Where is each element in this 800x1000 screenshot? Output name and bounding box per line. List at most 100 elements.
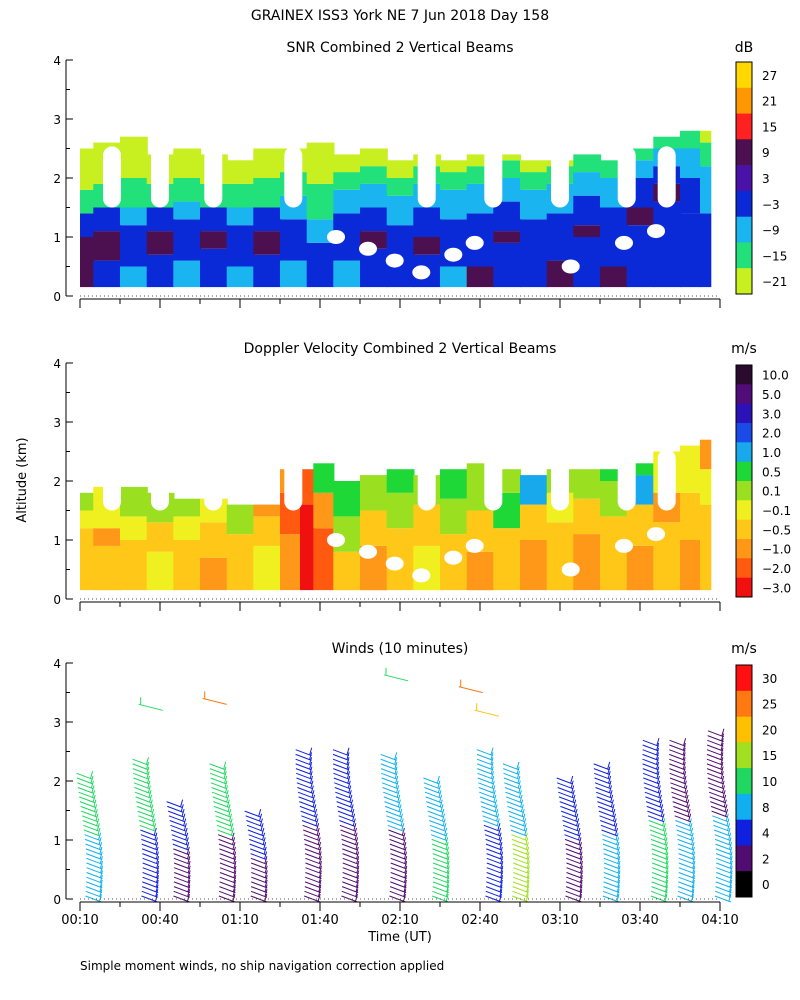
wind-barb: [603, 886, 620, 894]
wind-barb-flag: [403, 893, 406, 902]
wind-barb-flag: [403, 879, 407, 888]
wind-barb: [173, 857, 191, 865]
heatmap-cell: [306, 183, 335, 220]
colorbar-swatch: [736, 461, 752, 482]
wind-barb-flag: [318, 870, 322, 878]
wind-barb-flag: [100, 870, 103, 878]
wind-barb: [432, 876, 450, 884]
wind-barb: [134, 787, 151, 794]
wind-barb: [202, 697, 227, 705]
wind-barb: [140, 834, 158, 842]
wind-barb: [650, 838, 668, 846]
wind-barb: [427, 810, 444, 818]
heatmap-cell: [520, 172, 548, 190]
wind-barb-flag: [721, 728, 725, 736]
wind-barb: [390, 881, 407, 889]
x-axis-label: Time (UT): [367, 930, 432, 945]
wind-barb-flag: [445, 893, 449, 902]
heatmap-cell: [600, 469, 628, 481]
wind-barb: [423, 777, 440, 785]
wind-barb: [138, 820, 156, 827]
wind-barb: [132, 772, 150, 780]
wind-barb: [566, 857, 583, 865]
data-gap: [484, 449, 503, 511]
wind-barb-flag: [721, 733, 725, 741]
y-axis-label: Altitude (km): [15, 437, 30, 522]
wind-barb: [599, 815, 616, 823]
wind-barb: [510, 829, 527, 837]
wind-barb: [602, 890, 620, 898]
wind-barb: [302, 824, 319, 832]
wind-barb: [432, 890, 449, 898]
wind-barb: [486, 848, 503, 856]
wind-barb: [513, 867, 530, 875]
heatmap-cell: [253, 148, 282, 178]
wind-barb: [510, 824, 527, 832]
wind-barb: [384, 801, 401, 809]
wind-barb: [603, 867, 621, 875]
wind-barb-flag: [187, 870, 191, 878]
wind-barb-flag: [682, 766, 686, 774]
wind-barb: [76, 772, 93, 780]
data-gap: [417, 449, 436, 511]
data-gap: [465, 235, 484, 250]
y-tick-label: 2: [53, 172, 61, 186]
wind-barb: [644, 787, 661, 794]
wind-barb-flag: [526, 846, 530, 855]
heatmap-cell: [440, 469, 468, 499]
heatmap-cell: [700, 142, 712, 167]
wind-barb: [218, 890, 236, 898]
wind-barb-flag: [691, 879, 695, 888]
wind-barb: [81, 810, 98, 818]
wind-barb: [341, 890, 358, 898]
wind-barb: [384, 805, 402, 813]
wind-barb: [342, 848, 359, 856]
heatmap-cell: [700, 469, 712, 505]
data-gap: [284, 449, 303, 511]
wind-barb: [565, 890, 582, 898]
wind-barb: [248, 834, 265, 842]
wind-barb: [389, 890, 406, 898]
wind-barb-flag: [99, 893, 102, 902]
wind-barb: [305, 876, 322, 884]
wind-barb: [564, 834, 581, 842]
data-gap: [444, 550, 463, 565]
wind-barb: [305, 867, 322, 875]
colorbar-unit-winds: m/s: [731, 641, 757, 657]
wind-barb: [600, 820, 617, 827]
wind-barb-flag: [394, 752, 398, 760]
colorbar-tick-label: 27: [762, 69, 777, 83]
wind-barb-flag: [319, 865, 322, 873]
wind-barb: [430, 829, 447, 837]
wind-barb: [458, 686, 483, 694]
wind-barb: [566, 867, 583, 875]
wind-barb: [603, 872, 621, 879]
heatmap-cell: [313, 492, 335, 529]
wind-barb: [211, 787, 228, 794]
heatmap-cell: [253, 231, 282, 255]
heatmap-cell: [520, 219, 548, 288]
wind-barb-flag: [232, 893, 236, 902]
wind-barb: [173, 876, 191, 884]
wind-barb: [474, 709, 499, 717]
colorbar-tick-label: −0.5: [762, 523, 791, 537]
colorbar-swatch: [736, 845, 752, 872]
wind-barb: [340, 829, 357, 837]
wind-barb: [216, 824, 234, 832]
wind-barb: [136, 801, 153, 809]
wind-barb: [425, 796, 442, 804]
wind-barb: [383, 674, 409, 682]
wind-barb: [295, 753, 312, 761]
wind-barb-flag: [264, 884, 268, 892]
heatmap-cell: [173, 201, 202, 220]
wind-barb-flag: [187, 875, 191, 883]
wind-barb: [296, 782, 314, 790]
y-tick-label: 1: [53, 834, 61, 848]
wind-barb: [140, 829, 157, 837]
wind-barb: [244, 810, 261, 818]
wind-barb: [332, 758, 350, 766]
wind-barb: [251, 872, 268, 879]
wind-barb-flag: [309, 747, 313, 755]
wind-barb: [245, 815, 262, 823]
wind-barb: [707, 739, 724, 747]
